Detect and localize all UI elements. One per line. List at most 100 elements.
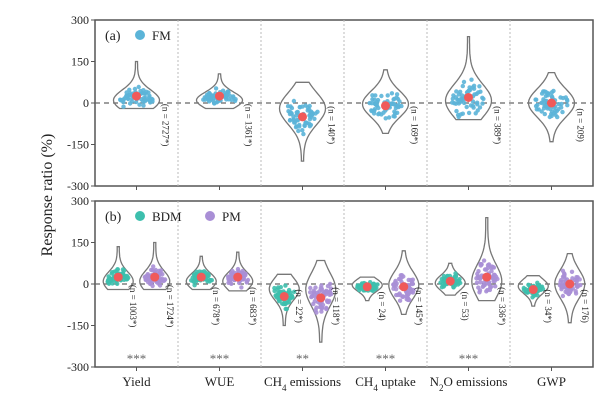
data-point bbox=[560, 279, 566, 285]
data-point bbox=[278, 285, 283, 290]
sample-size-label: (n = 176) bbox=[580, 289, 590, 323]
data-point bbox=[326, 300, 331, 305]
violin-outline bbox=[527, 71, 576, 143]
data-point bbox=[475, 100, 480, 105]
data-point bbox=[308, 290, 313, 295]
data-point bbox=[192, 283, 197, 288]
violin-group-pm: (n = 176) bbox=[554, 252, 590, 324]
data-point bbox=[474, 276, 479, 281]
data-point bbox=[150, 283, 155, 289]
mean-marker bbox=[215, 91, 224, 101]
data-point bbox=[397, 298, 403, 303]
violin-group-pm: (n = 118*) bbox=[305, 259, 341, 343]
data-point bbox=[393, 105, 399, 111]
data-point bbox=[276, 297, 281, 302]
data-point bbox=[556, 107, 561, 112]
data-point bbox=[297, 122, 302, 128]
data-point bbox=[477, 105, 483, 110]
data-point bbox=[467, 85, 472, 90]
data-point bbox=[381, 110, 386, 115]
data-point bbox=[391, 97, 396, 102]
data-point bbox=[374, 103, 380, 108]
y-tick-label: 0 bbox=[83, 277, 89, 291]
mean-marker bbox=[464, 92, 473, 102]
significance-marker: *** bbox=[376, 351, 396, 366]
data-point bbox=[535, 102, 540, 108]
data-point bbox=[533, 97, 538, 102]
y-tick-label: -150 bbox=[67, 138, 89, 152]
data-point bbox=[493, 274, 499, 279]
data-point bbox=[453, 274, 459, 279]
data-point bbox=[461, 79, 467, 85]
violin-group-bdm: (n = 34*) bbox=[517, 275, 553, 323]
sample-size-label: (n = 2727*) bbox=[161, 104, 171, 147]
x-category-label: CH4 emissions bbox=[264, 374, 341, 393]
data-point bbox=[203, 270, 208, 275]
data-point bbox=[379, 93, 384, 99]
data-point bbox=[471, 105, 476, 110]
data-point bbox=[476, 90, 481, 95]
data-point bbox=[530, 295, 535, 300]
data-point bbox=[560, 109, 565, 115]
data-point bbox=[392, 102, 397, 107]
violin-group-bdm: (n = 22*) bbox=[268, 273, 304, 327]
sample-size-label: (n = 118*) bbox=[331, 287, 341, 325]
y-tick-label: 300 bbox=[71, 13, 89, 27]
data-point bbox=[385, 93, 390, 98]
data-point bbox=[307, 117, 313, 122]
data-point bbox=[191, 279, 196, 284]
panel-label: (b) bbox=[105, 210, 122, 225]
data-point bbox=[307, 103, 312, 109]
violin-outline bbox=[268, 273, 300, 327]
data-point bbox=[126, 275, 131, 280]
violin-outline bbox=[351, 276, 383, 302]
data-point bbox=[307, 124, 313, 129]
data-point bbox=[161, 278, 166, 284]
data-point bbox=[118, 98, 124, 103]
data-point bbox=[457, 277, 462, 282]
data-point bbox=[393, 278, 398, 284]
data-point bbox=[229, 271, 234, 276]
data-point bbox=[289, 294, 295, 299]
legend-marker-fm bbox=[135, 30, 145, 40]
data-point bbox=[445, 273, 450, 279]
data-point bbox=[192, 272, 197, 277]
data-point bbox=[575, 275, 580, 280]
sample-size-label: (n = 209) bbox=[576, 108, 586, 142]
data-point bbox=[547, 114, 552, 120]
data-point bbox=[410, 290, 416, 295]
y-tick-label: -300 bbox=[67, 360, 89, 374]
data-point bbox=[121, 104, 126, 109]
data-point bbox=[454, 89, 459, 94]
violin-outline bbox=[444, 35, 493, 121]
data-point bbox=[394, 292, 399, 298]
data-point bbox=[150, 99, 155, 104]
data-point bbox=[459, 97, 465, 102]
violin-group-fm: (n = 1361*) bbox=[195, 73, 254, 146]
data-point bbox=[124, 90, 129, 95]
data-point bbox=[573, 289, 578, 294]
data-point bbox=[315, 109, 320, 115]
data-point bbox=[301, 131, 306, 137]
data-point bbox=[310, 111, 315, 117]
mean-marker bbox=[196, 272, 206, 282]
data-point bbox=[545, 91, 551, 96]
data-point bbox=[458, 112, 463, 117]
data-point bbox=[287, 117, 293, 123]
data-point bbox=[555, 114, 560, 120]
data-point bbox=[466, 110, 472, 116]
data-point bbox=[284, 306, 289, 312]
data-point bbox=[493, 284, 498, 289]
data-point bbox=[485, 287, 490, 293]
violin-group-bdm: (n = 53) bbox=[434, 262, 470, 321]
data-point bbox=[291, 117, 297, 122]
significance-marker: *** bbox=[127, 351, 147, 366]
data-point bbox=[464, 104, 469, 110]
data-point bbox=[141, 103, 146, 108]
violin-group-pm: (n = 336*) bbox=[471, 216, 507, 325]
sample-size-label: (n = 683*) bbox=[248, 287, 258, 325]
data-point bbox=[289, 111, 294, 116]
data-point bbox=[357, 287, 362, 293]
data-point bbox=[207, 99, 212, 104]
data-point bbox=[548, 107, 553, 112]
